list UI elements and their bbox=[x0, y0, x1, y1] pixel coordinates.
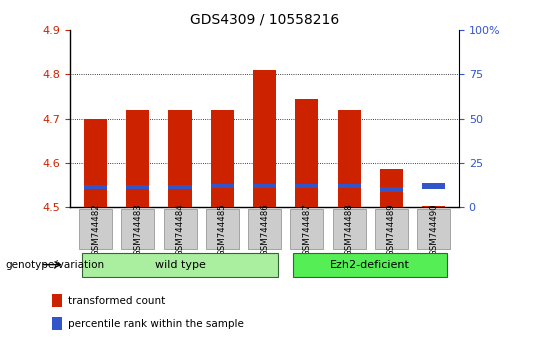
Text: GSM744485: GSM744485 bbox=[218, 203, 227, 256]
Bar bbox=[295, 184, 319, 188]
Title: GDS4309 / 10558216: GDS4309 / 10558216 bbox=[190, 12, 339, 26]
Text: wild type: wild type bbox=[154, 259, 206, 270]
Bar bbox=[168, 185, 192, 189]
Bar bbox=[253, 184, 276, 188]
Text: transformed count: transformed count bbox=[69, 296, 166, 306]
Text: genotype/variation: genotype/variation bbox=[5, 259, 105, 270]
FancyBboxPatch shape bbox=[293, 253, 447, 276]
Bar bbox=[338, 184, 361, 188]
Bar bbox=[380, 170, 403, 207]
Bar bbox=[422, 183, 446, 188]
FancyBboxPatch shape bbox=[333, 209, 366, 249]
Bar bbox=[84, 119, 107, 207]
FancyBboxPatch shape bbox=[79, 209, 112, 249]
Bar bbox=[84, 185, 107, 189]
Text: GSM744483: GSM744483 bbox=[133, 203, 143, 256]
Bar bbox=[211, 110, 234, 207]
Bar bbox=[253, 70, 276, 207]
FancyBboxPatch shape bbox=[417, 209, 450, 249]
Text: Ezh2-deficient: Ezh2-deficient bbox=[330, 259, 410, 270]
Bar bbox=[126, 110, 150, 207]
Bar bbox=[211, 184, 234, 188]
Bar bbox=[52, 318, 63, 330]
Bar bbox=[168, 110, 192, 207]
Text: GSM744486: GSM744486 bbox=[260, 203, 269, 256]
Bar bbox=[380, 187, 403, 192]
Bar bbox=[422, 206, 446, 207]
FancyBboxPatch shape bbox=[291, 209, 323, 249]
Text: GSM744489: GSM744489 bbox=[387, 203, 396, 256]
FancyBboxPatch shape bbox=[164, 209, 197, 249]
FancyBboxPatch shape bbox=[82, 253, 278, 276]
FancyBboxPatch shape bbox=[122, 209, 154, 249]
Bar bbox=[295, 99, 319, 207]
Text: GSM744487: GSM744487 bbox=[302, 203, 312, 256]
FancyBboxPatch shape bbox=[375, 209, 408, 249]
FancyBboxPatch shape bbox=[248, 209, 281, 249]
Text: GSM744488: GSM744488 bbox=[345, 203, 354, 256]
Bar bbox=[126, 185, 150, 189]
Text: GSM744490: GSM744490 bbox=[429, 203, 438, 256]
FancyBboxPatch shape bbox=[206, 209, 239, 249]
Bar bbox=[52, 294, 63, 307]
Bar bbox=[338, 110, 361, 207]
Text: GSM744484: GSM744484 bbox=[176, 203, 185, 256]
Text: percentile rank within the sample: percentile rank within the sample bbox=[69, 319, 244, 330]
Text: GSM744482: GSM744482 bbox=[91, 203, 100, 256]
